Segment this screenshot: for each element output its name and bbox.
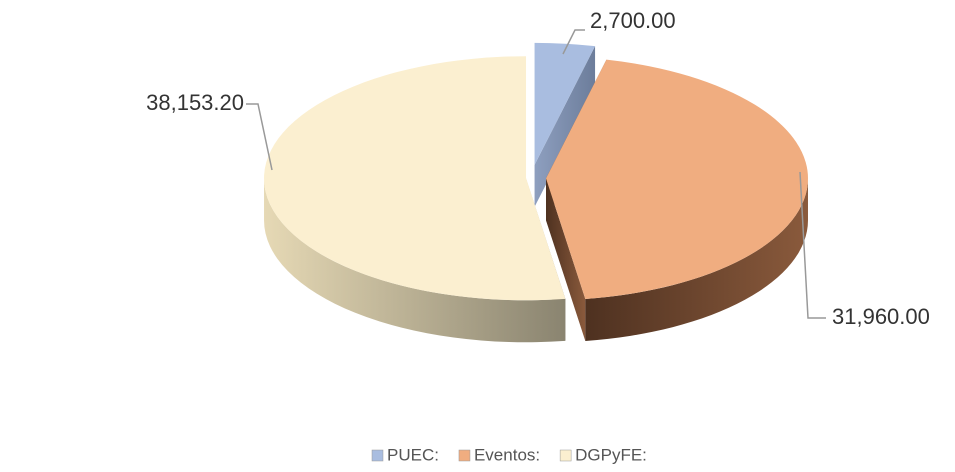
legend-swatch [559,449,572,462]
legend-label: Eventos: [474,445,540,464]
leader-line [799,171,826,319]
pie-slice [545,59,808,299]
pie-slice [534,42,596,165]
data-label: 38,153.20 [146,90,244,115]
slice-side [585,178,808,341]
pie-slice [264,56,566,301]
slice-side [264,178,566,343]
legend-label: PUEC: [387,445,439,464]
leader-line [562,29,585,55]
leader-line [246,103,273,171]
legend-label: DGPyFE: [575,445,647,464]
legend-swatch [458,449,471,462]
slice-wall [534,46,596,207]
data-label: 31,960.00 [832,304,930,329]
data-label: 2,700.00 [590,8,676,33]
slice-wall [545,178,586,341]
legend-swatch [371,449,384,462]
